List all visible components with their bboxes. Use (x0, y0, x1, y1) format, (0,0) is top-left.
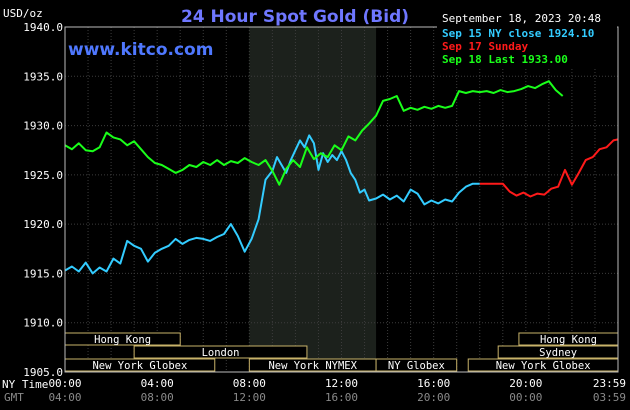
x-tick-label-gmt: 08:00 (141, 391, 174, 404)
legend-series-sep18: Sep 18 Last 1933.00 (442, 53, 568, 66)
y-tick-label: 1915.0 (23, 267, 63, 280)
x-tick-label-gmt: 03:59 (593, 391, 626, 404)
y-tick-label: 1930.0 (23, 120, 63, 133)
session-label: New York Globex (92, 360, 187, 372)
x-tick-label-ny: 23:59 (593, 377, 626, 390)
x-tick-label-gmt: 04:00 (48, 391, 81, 404)
y-tick-label: 1910.0 (23, 317, 63, 330)
nymex-session-highlight (249, 27, 377, 372)
x-tick-label-gmt: 12:00 (233, 391, 266, 404)
session-label: Hong Kong (540, 334, 597, 346)
session-label: NY Globex (388, 360, 445, 372)
session-bar (133, 345, 308, 359)
session-label: London (202, 347, 240, 359)
chart-title: 24 Hour Spot Gold (Bid) (181, 7, 409, 27)
x-axis-label-ny: NY Time (2, 378, 48, 391)
x-tick-label-ny: 08:00 (233, 377, 266, 390)
legend: Sep 15 NY close 1924.10 Sep 17 Sunday Se… (437, 26, 617, 67)
x-tick-label-ny: 12:00 (325, 377, 358, 390)
x-tick-label-ny: 00:00 (48, 377, 81, 390)
legend-series-sep15: Sep 15 NY close 1924.10 (442, 27, 594, 40)
y-tick-label: 1905.0 (23, 366, 63, 379)
x-tick-label-ny: 16:00 (417, 377, 450, 390)
session-bar (375, 358, 458, 372)
price-series-line-2 (64, 80, 564, 186)
y-tick-label: 1925.0 (23, 169, 63, 182)
x-tick-label-gmt: 16:00 (325, 391, 358, 404)
x-axis-label-gmt: GMT (4, 391, 24, 404)
legend-series-sep17: Sep 17 Sunday (442, 40, 528, 53)
legend-box (437, 26, 617, 67)
x-tick-label-ny: 20:00 (509, 377, 542, 390)
y-tick-label: 1920.0 (23, 218, 63, 231)
kitco-site-link[interactable]: www.kitco.com (68, 40, 213, 60)
x-tick-label-gmt: 00:00 (509, 391, 542, 404)
x-tick-label-ny: 04:00 (141, 377, 174, 390)
session-label: Sydney (539, 347, 577, 359)
y-tick-label: 1940.0 (23, 21, 63, 34)
chart-timestamp: September 18, 2023 20:48 (442, 12, 601, 25)
price-series-line-1 (479, 138, 619, 198)
y-axis-unit-label: USD/oz (3, 7, 43, 20)
plot-frame (64, 26, 619, 373)
session-label: New York Globex (496, 360, 591, 372)
session-label: Hong Kong (94, 334, 151, 346)
y-tick-label: 1935.0 (23, 70, 63, 83)
session-label: New York NYMEX (268, 360, 357, 372)
x-tick-label-gmt: 20:00 (417, 391, 450, 404)
